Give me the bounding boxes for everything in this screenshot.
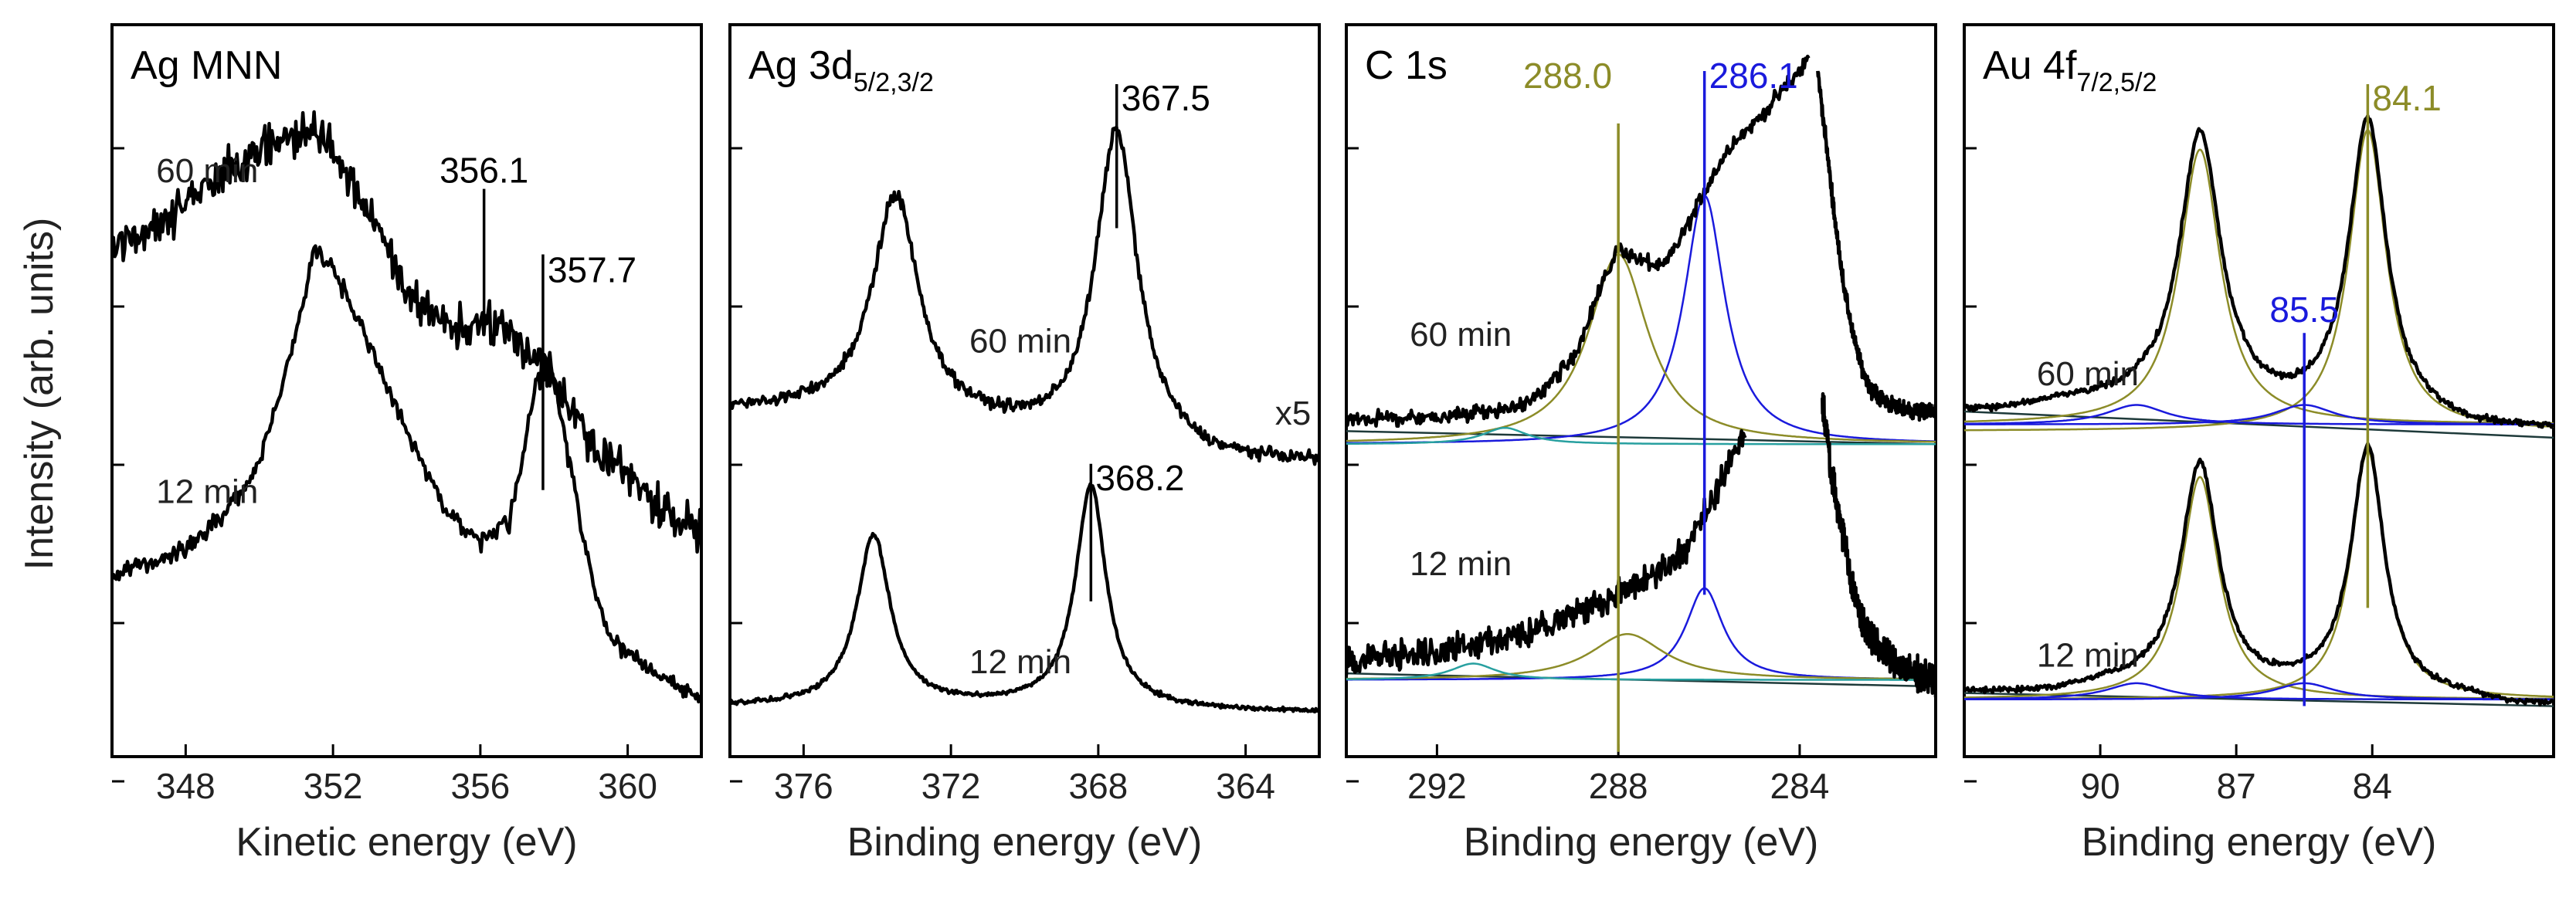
panel-title: Ag MNN	[131, 43, 282, 88]
series-line	[112, 244, 701, 704]
x-tick-label: 372	[921, 766, 981, 806]
fit-baseline	[1346, 430, 1936, 445]
x-tick-label: 368	[1069, 766, 1128, 806]
plot-area	[112, 110, 701, 704]
series-line	[1816, 70, 1936, 422]
series-label: x5	[1275, 395, 1311, 432]
series-label: 12 min	[156, 473, 258, 511]
x-tick-label: 364	[1216, 766, 1275, 806]
series-line	[1821, 391, 1936, 698]
x-axis-label: Binding energy (eV)	[1464, 820, 1819, 865]
peak-marker-label: 286.1	[1709, 56, 1798, 96]
panel-title: Ag 3d5/2,3/2	[748, 43, 934, 97]
series-label: 60 min	[156, 152, 258, 190]
y-axis-label: Intensity (arb. units)	[17, 218, 62, 571]
x-tick-label: 87	[2217, 766, 2256, 806]
x-tick-label: 360	[598, 766, 657, 806]
plot-frame	[728, 23, 1321, 758]
x-axis-label: Binding energy (eV)	[847, 820, 1203, 865]
panel-title: C 1s	[1365, 43, 1448, 88]
plot-area	[1964, 113, 2554, 707]
panel-title-subscript: 7/2,5/2	[2076, 68, 2157, 97]
x-tick-label: 284	[1770, 766, 1830, 806]
peak-marker-label: 288.0	[1523, 56, 1612, 96]
fit-component	[1964, 128, 2554, 432]
fit-component	[1346, 662, 1936, 681]
series-line	[730, 125, 1319, 466]
fit-component	[1346, 426, 1936, 445]
series-label: 12 min	[969, 643, 1071, 681]
plot-area	[1346, 54, 1936, 698]
x-tick-label: 90	[2080, 766, 2120, 806]
series-label: 12 min	[2037, 637, 2139, 675]
panel-2: 376 372 368 364 Binding energy (eV) Ag 3d5/2,…	[728, 23, 1321, 865]
fit-component	[1964, 404, 2554, 425]
fit-component	[1964, 682, 2554, 701]
panel-title: Au 4f7/2,5/2	[1983, 43, 2157, 97]
panel-1: 348 352 356 360 Kinetic energy (eV) Ag MNN 356…	[110, 23, 703, 865]
series-line	[1964, 113, 2554, 429]
plot-frame	[1963, 23, 2555, 758]
series-line	[730, 482, 1319, 714]
peak-marker-label: 84.1	[2372, 78, 2442, 118]
peak-marker-label: 357.7	[548, 249, 636, 290]
fit-component	[1346, 253, 1936, 443]
series-label: 60 min	[969, 323, 1071, 361]
series-label: 12 min	[1410, 545, 1512, 583]
fit-baseline	[1964, 692, 2554, 707]
series-line	[1346, 54, 1811, 429]
series-label: 60 min	[1410, 316, 1512, 354]
peak-marker-label: 85.5	[2269, 290, 2339, 330]
x-tick-label: 352	[304, 766, 363, 806]
series-line	[1964, 442, 2554, 707]
fit-component	[1346, 633, 1936, 680]
x-tick-label: 288	[1589, 766, 1648, 806]
fit-component	[1964, 148, 2554, 425]
peak-marker-label: 356.1	[440, 151, 528, 191]
series-line	[112, 110, 701, 554]
series-label: 60 min	[2037, 355, 2139, 393]
plot-frame	[1345, 23, 1937, 758]
panel-4: 90 87 84 Binding energy (eV) Au 4f7/2,5/2 84.…	[1963, 23, 2555, 865]
peak-marker-label: 368.2	[1095, 458, 1184, 498]
panel-3: 292 288 284 Binding energy (eV) C 1s 288.0 286…	[1345, 23, 1937, 865]
x-tick-label: 84	[2353, 766, 2392, 806]
x-tick-label: 376	[774, 766, 833, 806]
series-line	[1346, 429, 1747, 676]
x-tick-label: 292	[1407, 766, 1467, 806]
plot-frame	[110, 23, 703, 758]
x-axis-label: Binding energy (eV)	[2082, 820, 2437, 865]
fit-component	[1346, 587, 1936, 681]
plot-area	[730, 125, 1319, 714]
x-axis-label: Kinetic energy (eV)	[236, 820, 577, 865]
x-tick-label: 356	[451, 766, 511, 806]
x-tick-label: 348	[156, 766, 216, 806]
peak-marker-label: 367.5	[1122, 78, 1210, 118]
panel-title-subscript: 5/2,3/2	[854, 68, 934, 97]
